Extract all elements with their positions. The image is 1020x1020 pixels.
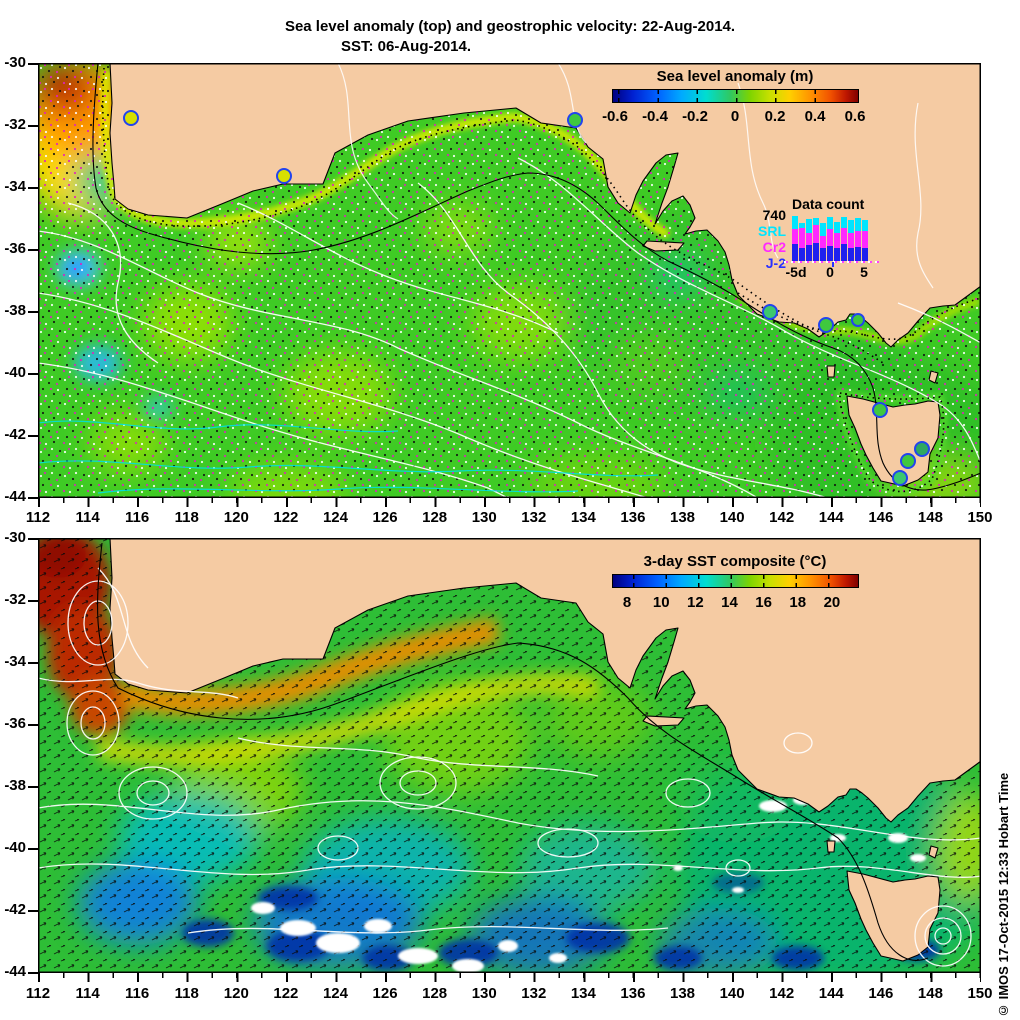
x-axis-ticks-bottom [38, 973, 981, 982]
data-count-x-labels: -5d 0 5 [785, 264, 868, 280]
watermark-credit: © IMOS 17-Oct-2015 12:33 Hobart Time [996, 772, 1011, 1018]
x-axis-labels-bottom: 112 114 116 118 120 122 124 126 128 130 132 134 136 1… [25, 985, 993, 1002]
sla-colorbar-title: Sea level anomaly (m) [656, 68, 814, 85]
sla-colorbar-labels: -0.6 -0.4 -0.2 0 0.2 0.4 0.6 [602, 108, 866, 125]
y-axis-labels-top: -30 -32 -34 -36 -38 -40 -42 -44 [4, 54, 26, 505]
sst-colorbar [612, 574, 859, 588]
sst-colorbar-labels: 8 10 12 14 16 18 20 [622, 594, 841, 611]
figure-title-line1: Sea level anomaly (top) and geostrophic … [284, 18, 736, 35]
legend-cr2: Cr2 [762, 239, 786, 255]
y-axis-labels-bottom: -30 -32 -34 -36 -38 -40 -42 -44 [4, 529, 26, 980]
figure-title-line2: SST: 06-Aug-2014. [340, 38, 472, 55]
sla-map [38, 63, 981, 498]
data-count-legend: 740 SRL Cr2 J-2 [750, 207, 786, 271]
x-axis-ticks-top [38, 498, 981, 507]
sst-map [38, 538, 981, 973]
data-count-max-label: 740 [762, 207, 786, 223]
x-axis-labels-top: 112 114 116 118 120 122 124 126 128 130 132 134 136 1… [25, 509, 993, 526]
landmass-top [109, 63, 981, 487]
tide-gauge-stations [123, 110, 930, 486]
data-count-title: Data count [792, 196, 865, 212]
legend-srl: SRL [758, 223, 786, 239]
legend-j2: J-2 [765, 255, 786, 271]
sla-colorbar [612, 89, 859, 103]
data-count-inset: Data count 740 SRL Cr2 J-2 -5d 0 5 [748, 196, 888, 286]
y-axis-ticks-bottom [28, 538, 38, 974]
data-count-zero-tick [832, 262, 834, 267]
data-count-bars [792, 214, 872, 261]
y-axis-ticks-top [28, 63, 38, 499]
sst-colorbar-title: 3-day SST composite (°C) [643, 553, 827, 570]
landmass-bottom [109, 538, 981, 962]
